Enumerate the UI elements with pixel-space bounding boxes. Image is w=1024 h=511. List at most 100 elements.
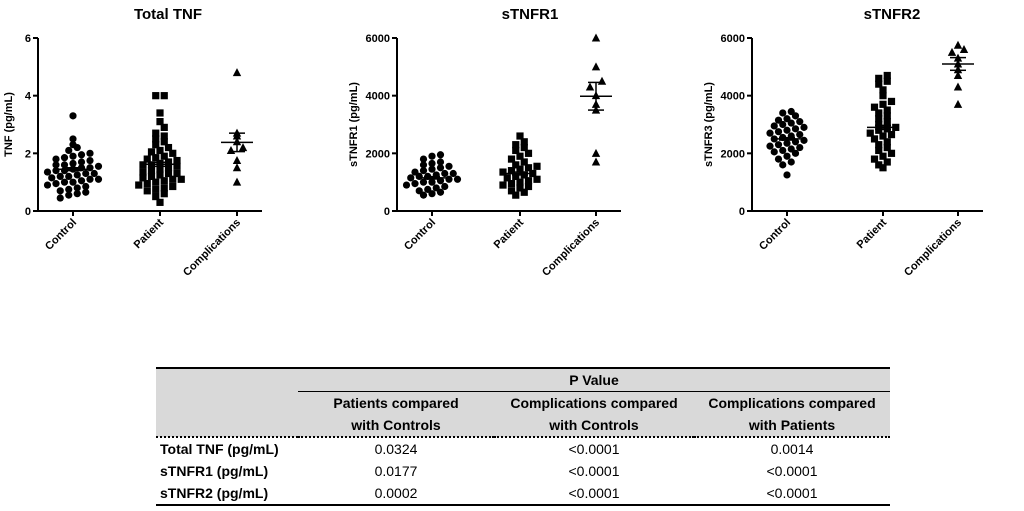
data-point: [445, 175, 453, 183]
data-point: [436, 164, 445, 172]
data-point: [152, 92, 160, 100]
data-point: [516, 152, 524, 160]
data-point: [415, 172, 423, 180]
data-point: [407, 174, 415, 182]
data-point: [774, 141, 783, 149]
data-point: [69, 152, 77, 160]
data-point: [516, 132, 524, 140]
x-category-label: Patient: [132, 216, 167, 251]
data-point: [796, 143, 804, 152]
chart-title: sTNFR2: [864, 6, 921, 23]
data-point: [953, 82, 963, 91]
data-point: [875, 115, 883, 123]
data-point: [52, 180, 60, 188]
data-point: [883, 112, 891, 120]
data-point: [77, 177, 86, 185]
y-tick-label: 6: [25, 33, 31, 45]
data-point: [428, 152, 436, 160]
data-point: [875, 74, 883, 82]
data-point: [160, 138, 168, 146]
data-point: [65, 185, 73, 193]
data-point: [883, 71, 891, 80]
data-point: [411, 180, 419, 188]
data-point: [56, 187, 64, 195]
table-group-header-row: P Value: [156, 367, 890, 392]
data-point: [591, 157, 601, 166]
data-point: [953, 99, 963, 108]
data-point: [866, 129, 874, 137]
table-row: Total TNF (pg/mL) 0.0324 <0.0001 0.0014: [156, 437, 890, 460]
column-header: with Controls: [494, 414, 694, 438]
data-point: [65, 146, 73, 155]
data-point: [73, 190, 81, 198]
data-point: [516, 184, 524, 192]
data-point: [441, 169, 449, 178]
data-point: [73, 143, 81, 152]
y-axis-title: sTNFR3 (pg/mL): [703, 82, 715, 167]
y-tick-label: 0: [739, 206, 745, 218]
data-point: [879, 92, 887, 100]
data-point: [516, 165, 524, 173]
data-point: [774, 155, 783, 163]
x-category-label: Patient: [492, 216, 527, 251]
data-point: [520, 188, 528, 196]
data-point: [770, 148, 778, 156]
data-point: [787, 158, 795, 166]
data-point: [783, 126, 791, 134]
data-point: [419, 161, 428, 169]
data-point: [524, 177, 533, 185]
data-point: [232, 177, 242, 186]
data-point: [512, 141, 520, 149]
data-point: [879, 164, 887, 172]
data-point: [883, 143, 891, 152]
data-point: [436, 188, 445, 196]
data-point: [503, 174, 511, 182]
data-point: [86, 175, 94, 183]
row-label: sTNFR2 (pg/mL): [156, 482, 298, 506]
column-header: with Patients: [694, 414, 890, 438]
data-point: [507, 155, 516, 163]
data-point: [783, 171, 791, 179]
data-point: [791, 112, 800, 120]
data-point: [441, 182, 449, 191]
chart-title: sTNFR1: [502, 6, 559, 23]
data-point: [520, 158, 528, 166]
data-point: [60, 178, 69, 186]
data-point: [436, 151, 445, 159]
y-tick-label: 4000: [721, 91, 745, 103]
x-category-label: Control: [43, 217, 79, 253]
data-point: [226, 145, 236, 154]
data-point: [499, 168, 507, 176]
data-point: [156, 198, 164, 206]
data-point: [428, 159, 436, 168]
data-point: [419, 167, 428, 175]
data-point: [591, 33, 601, 42]
table-cell: 0.0002: [298, 482, 494, 506]
table-column-header-row-2: with Controls with Controls with Patient…: [156, 414, 890, 438]
table-cell: 0.0177: [374, 463, 418, 479]
data-point: [791, 125, 800, 133]
data-point: [82, 182, 90, 191]
data-point: [147, 148, 156, 156]
data-point: [883, 118, 891, 126]
data-point: [152, 135, 160, 143]
data-point: [73, 184, 81, 192]
data-point: [139, 174, 147, 182]
data-point: [86, 156, 94, 165]
data-point: [156, 146, 164, 155]
data-point: [164, 158, 173, 166]
data-point: [156, 171, 164, 179]
data-point: [86, 149, 94, 157]
y-axis-title: TNF (pg/mL): [3, 92, 15, 157]
data-point: [879, 100, 887, 108]
row-label: sTNFR1 (pg/mL): [160, 463, 269, 479]
data-point: [238, 143, 248, 152]
data-point: [56, 172, 64, 180]
data-point: [428, 178, 436, 186]
data-point: [173, 169, 181, 178]
data-point: [82, 188, 90, 196]
data-point: [796, 118, 804, 126]
data-point: [507, 187, 516, 195]
data-point: [139, 168, 147, 176]
x-category-label: Complications: [902, 217, 964, 279]
